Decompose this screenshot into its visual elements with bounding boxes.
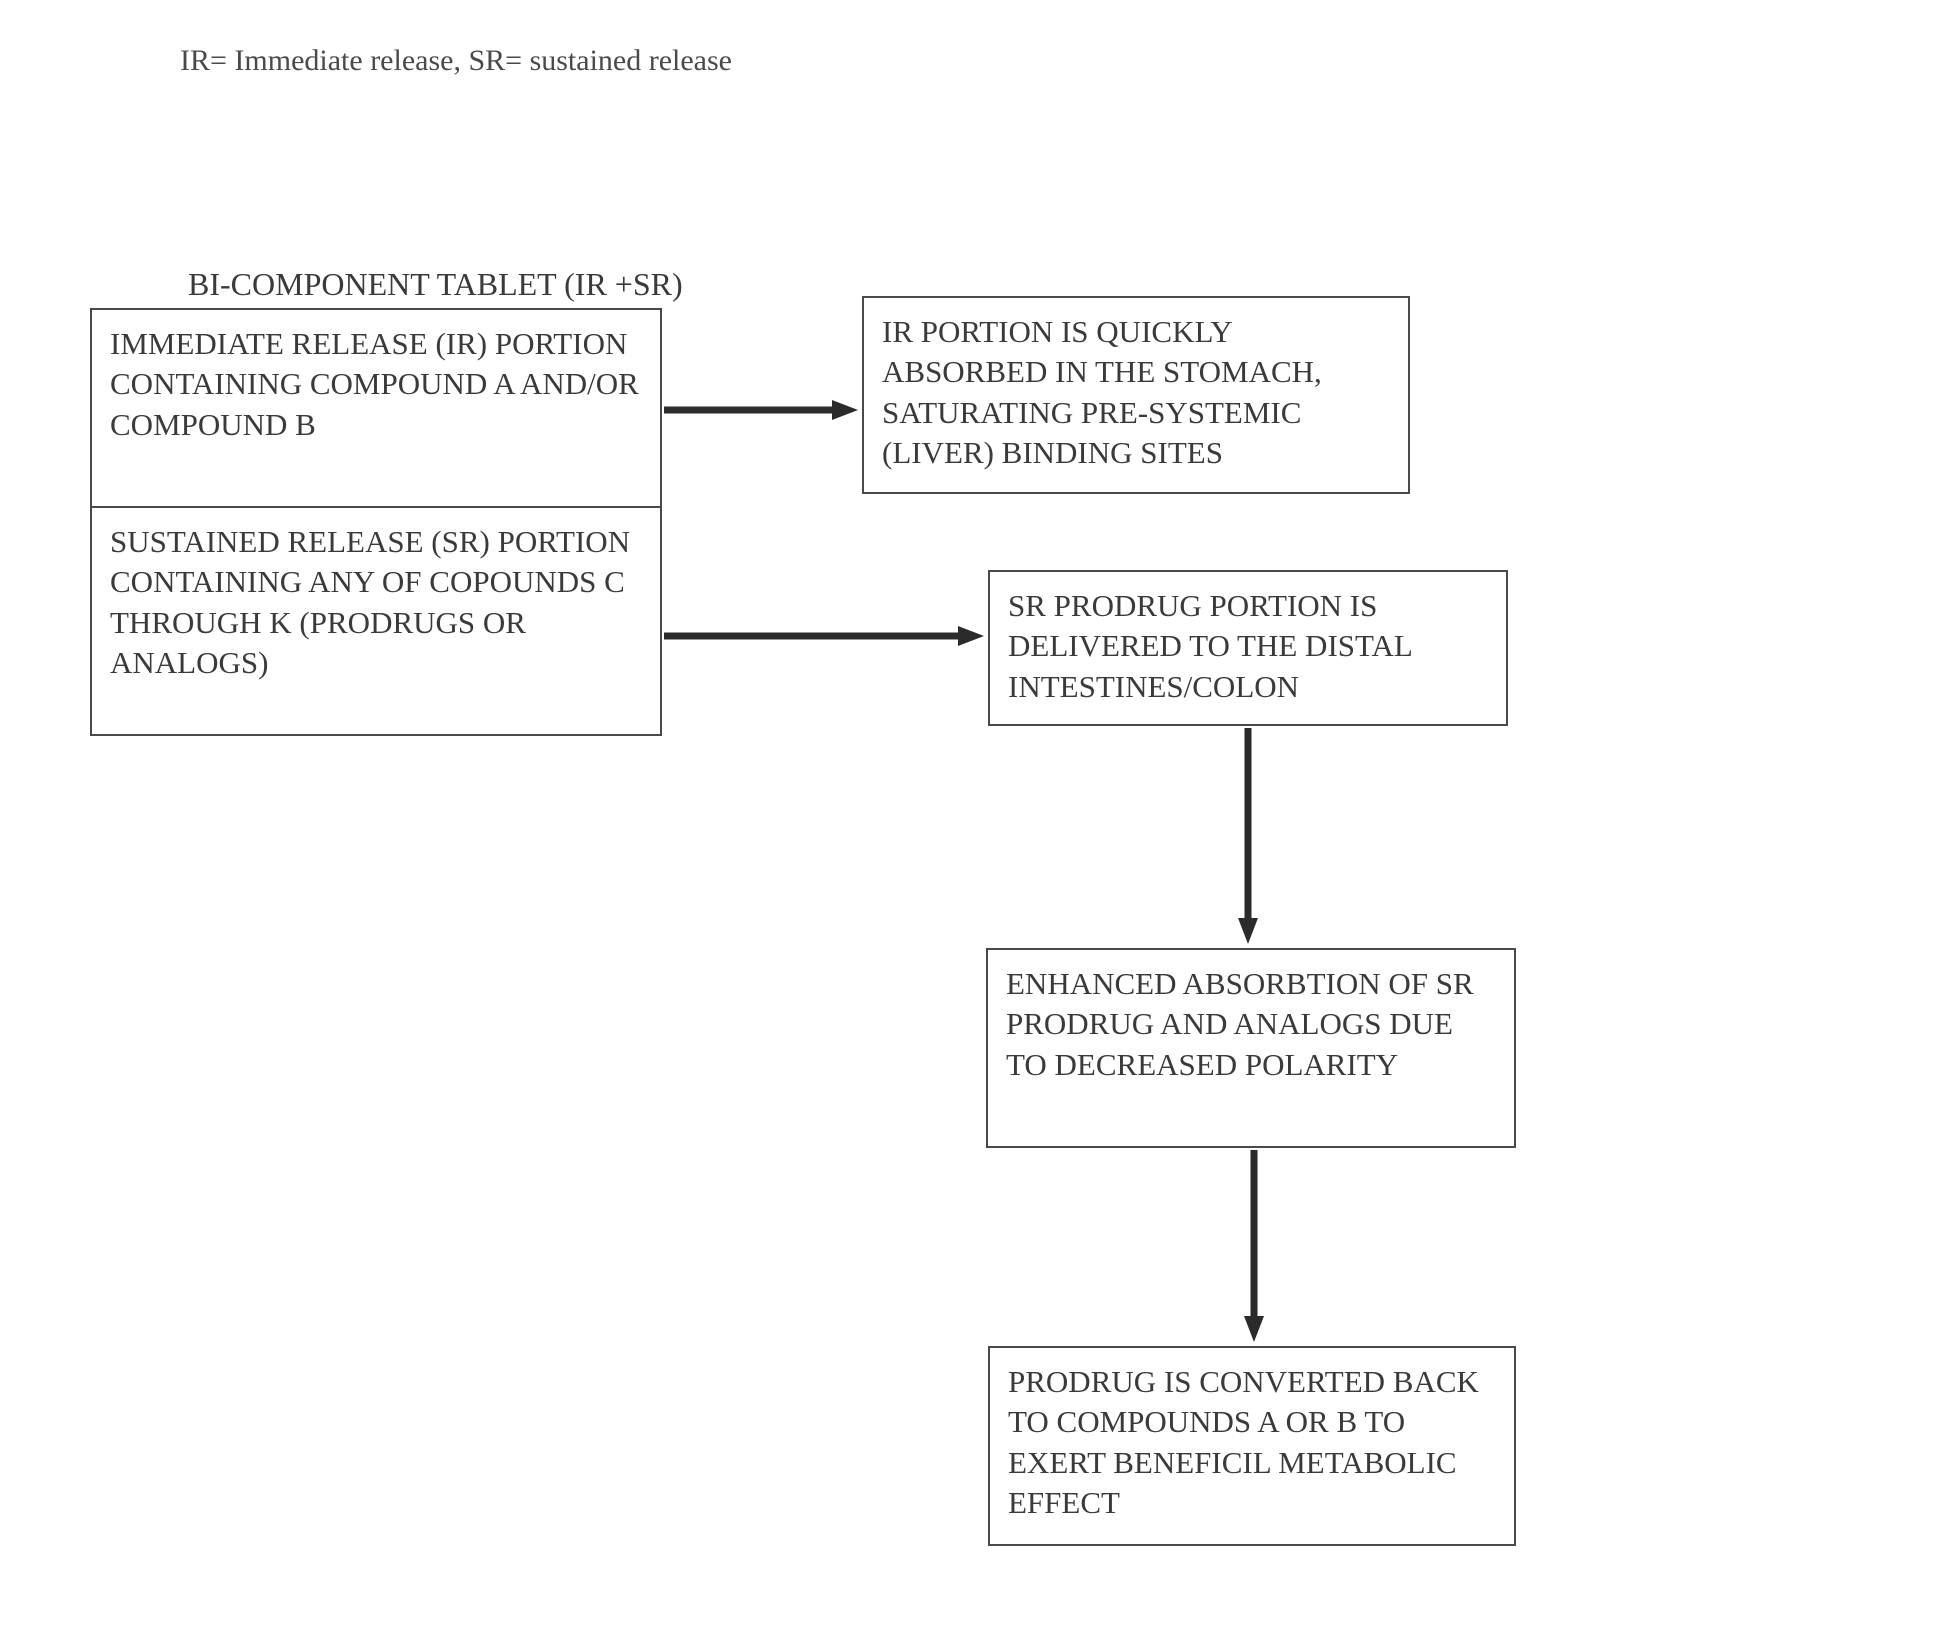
diagram-title: BI-COMPONENT TABLET (IR +SR) bbox=[188, 264, 683, 304]
legend-text: IR= Immediate release, SR= sustained rel… bbox=[180, 42, 732, 80]
box-ir-source: IMMEDIATE RELEASE (IR) PORTION CONTAININ… bbox=[90, 308, 662, 508]
arrow-delivery-to-absorption-head bbox=[1238, 918, 1258, 944]
arrow-ir-to-effect-head bbox=[832, 400, 858, 420]
box-sr-delivery: SR PRODRUG PORTION IS DELIVERED TO THE D… bbox=[988, 570, 1508, 726]
box-enhanced-absorption: ENHANCED ABSORBTION OF SR PRODRUG AND AN… bbox=[986, 948, 1516, 1148]
box-ir-effect: IR PORTION IS QUICKLY ABSORBED IN THE ST… bbox=[862, 296, 1410, 494]
arrows-layer bbox=[0, 0, 1937, 1643]
box-prodrug-convert: PRODRUG IS CONVERTED BACK TO COMPOUNDS A… bbox=[988, 1346, 1516, 1546]
arrow-sr-to-delivery-head bbox=[958, 626, 984, 646]
diagram-canvas: IR= Immediate release, SR= sustained rel… bbox=[0, 0, 1937, 1643]
box-sr-source: SUSTAINED RELEASE (SR) PORTION CONTAININ… bbox=[90, 506, 662, 736]
arrow-absorption-to-convert-head bbox=[1244, 1316, 1264, 1342]
